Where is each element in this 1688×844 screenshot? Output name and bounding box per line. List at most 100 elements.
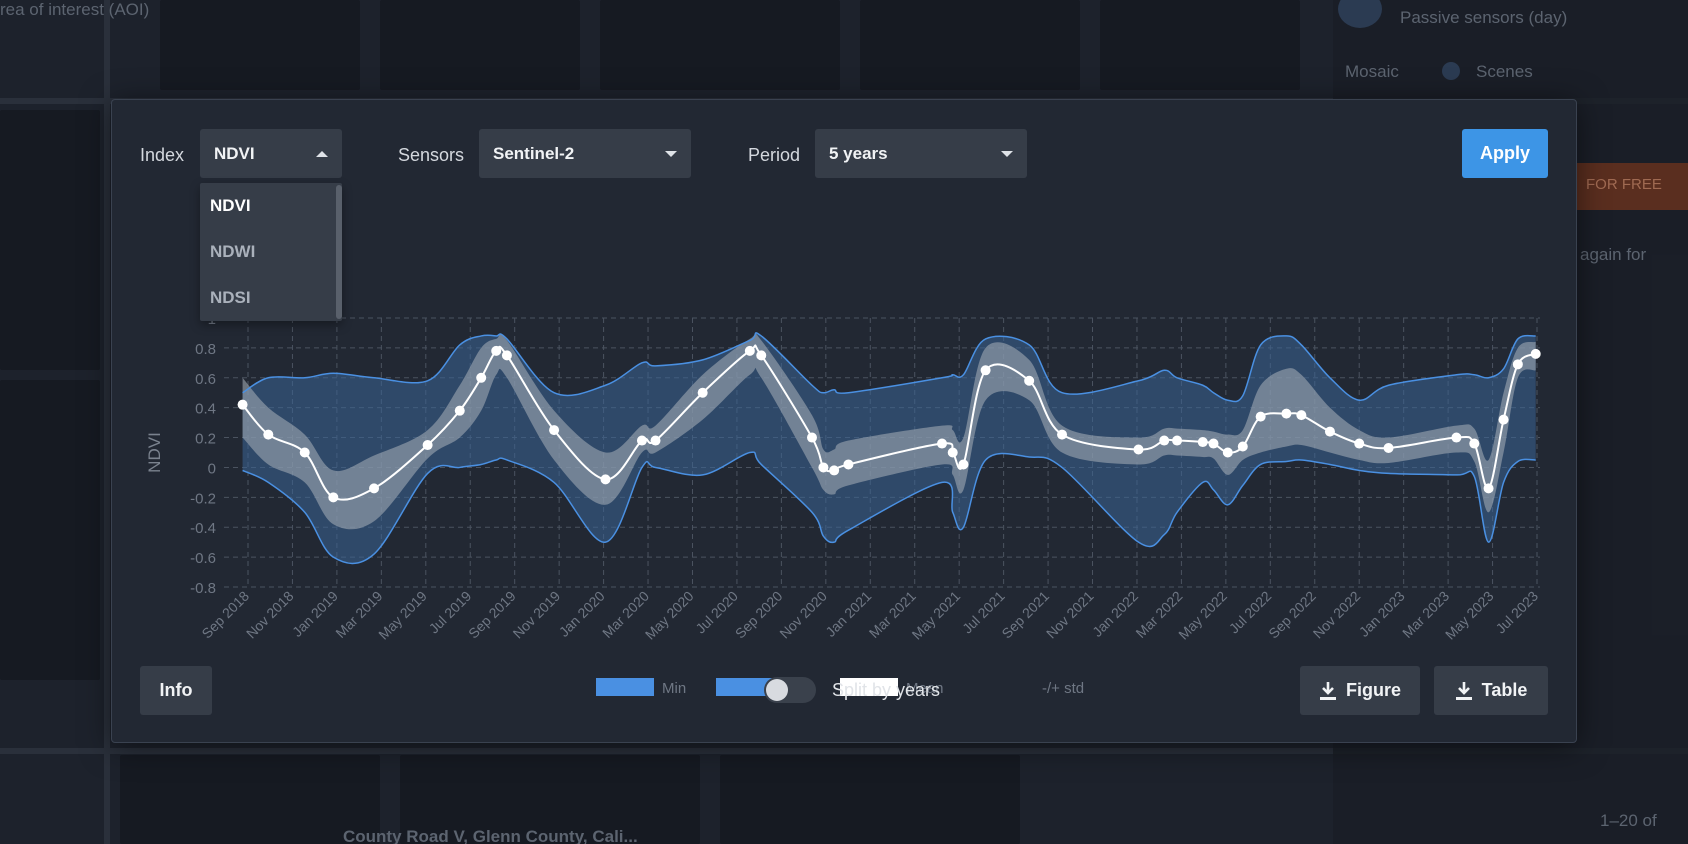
caret-down-icon: [665, 150, 677, 157]
download-table-button[interactable]: Table: [1434, 666, 1548, 715]
mean-point: [806, 432, 817, 443]
mean-point: [947, 447, 958, 458]
index-label: Index: [140, 145, 185, 165]
mean-point: [422, 440, 433, 451]
x-tick-label: Sep 2019: [465, 588, 519, 642]
aoi-label: rea of interest (AOI): [0, 0, 150, 19]
mean-point: [1296, 410, 1307, 421]
period-select-value: 5 years: [829, 143, 888, 163]
scenes-option[interactable]: Scenes: [1476, 62, 1533, 81]
x-tick-label: Nov 2021: [1043, 588, 1097, 642]
mean-point: [476, 372, 487, 383]
mean-point: [980, 365, 991, 376]
free-button[interactable]: FOR FREE: [1576, 163, 1688, 210]
apply-button[interactable]: Apply: [1462, 129, 1548, 178]
std-band: [242, 332, 1536, 530]
period-select[interactable]: 5 years: [815, 129, 1027, 178]
map-road: [104, 0, 110, 844]
dropdown-scrollbar[interactable]: [336, 185, 342, 319]
download-icon: [1319, 681, 1336, 700]
mean-point: [1383, 443, 1394, 454]
legend-label: -/+ std: [1042, 680, 1084, 697]
legend-swatch-max: [716, 678, 774, 696]
pagination-label: 1–20 of: [1600, 811, 1657, 830]
legend-label: Min: [662, 680, 686, 697]
mean-point: [1159, 435, 1170, 446]
mean-point: [1451, 432, 1462, 443]
series-max-line: [242, 332, 1536, 403]
sensors-select-value: Sentinel-2: [493, 143, 575, 163]
mean-point: [1324, 426, 1335, 437]
mean-point: [1172, 435, 1183, 446]
legend-swatch-mean: [840, 678, 898, 696]
index-option-ndvi[interactable]: NDVI: [210, 196, 251, 215]
x-tick-label: Sep 2020: [732, 588, 786, 642]
mean-point: [829, 465, 840, 476]
period-label: Period: [748, 145, 801, 165]
free-button-label: FOR FREE: [1586, 176, 1662, 193]
map-block: [600, 0, 840, 90]
download-table-label: Table: [1481, 680, 1528, 700]
download-figure-label: Figure: [1345, 680, 1401, 700]
mosaic-option[interactable]: Mosaic: [1345, 62, 1399, 81]
mean-point: [1483, 483, 1494, 494]
series-mean-line: [241, 344, 1537, 501]
mean-point: [818, 462, 829, 473]
mean-point: [937, 438, 948, 449]
x-tick-label: Nov 2022: [1310, 588, 1364, 642]
x-tick-label: May 2019: [375, 588, 430, 643]
x-tick-label: Nov 2018: [243, 588, 297, 642]
mean-point: [328, 492, 339, 503]
x-tick-label: Nov 2020: [776, 588, 830, 642]
map-block: [0, 110, 100, 370]
mean-point: [549, 425, 560, 436]
mean-point: [1222, 447, 1233, 458]
mean-point: [1237, 441, 1248, 452]
mean-point: [1512, 359, 1523, 370]
y-tick-label: 0.4: [195, 401, 216, 418]
mean-point: [1057, 429, 1068, 440]
map-road: [0, 748, 1688, 754]
x-tick-label: Jul 2023: [1492, 588, 1541, 637]
toggle-knob: [766, 679, 788, 701]
caret-down-icon: [1001, 150, 1013, 157]
scenes-radio[interactable]: [1442, 62, 1460, 80]
mean-point: [1498, 414, 1509, 425]
sensors-select[interactable]: Sentinel-2: [479, 129, 691, 178]
y-tick-label: -0.2: [190, 490, 216, 507]
legend-swatch-min: [596, 678, 654, 696]
map-block: [120, 755, 380, 844]
mean-point: [299, 447, 310, 458]
legend-label: Mean: [906, 680, 944, 697]
download-figure-button[interactable]: Figure: [1300, 666, 1420, 715]
mean-point: [1024, 375, 1035, 386]
mean-point: [650, 435, 661, 446]
mean-point: [1255, 411, 1266, 422]
mean-point: [369, 483, 380, 494]
map-block: [380, 0, 580, 90]
side-text: again for: [1580, 245, 1647, 264]
ndvi-chart-dialog: Index NDVI Sensors Sentinel-2 Period 5 y…: [111, 99, 1577, 743]
index-option-ndsi[interactable]: NDSI: [210, 288, 251, 307]
y-tick-label: 0: [208, 460, 216, 477]
x-tick-label: May 2022: [1175, 588, 1230, 643]
mean-point: [237, 399, 248, 410]
mean-point: [1133, 444, 1144, 455]
series-min-line: [242, 451, 1536, 565]
mean-point: [491, 345, 502, 356]
mean-point: [636, 435, 647, 446]
y-tick-label: 0.8: [195, 341, 216, 358]
info-button[interactable]: Info: [140, 666, 212, 715]
map-block: [720, 755, 1020, 844]
mean-point: [843, 459, 854, 470]
x-tick-label: May 2020: [642, 588, 697, 643]
caret-up-icon: [316, 150, 328, 157]
map-block: [400, 755, 700, 844]
mean-point: [756, 350, 767, 361]
split-by-years-control: Split by years: [764, 677, 940, 703]
index-select[interactable]: NDVI: [200, 129, 342, 178]
y-axis-label: NDVI: [145, 432, 164, 473]
mean-point: [600, 474, 611, 485]
split-by-years-toggle[interactable]: [764, 677, 816, 703]
index-option-ndwi[interactable]: NDWI: [210, 242, 256, 261]
